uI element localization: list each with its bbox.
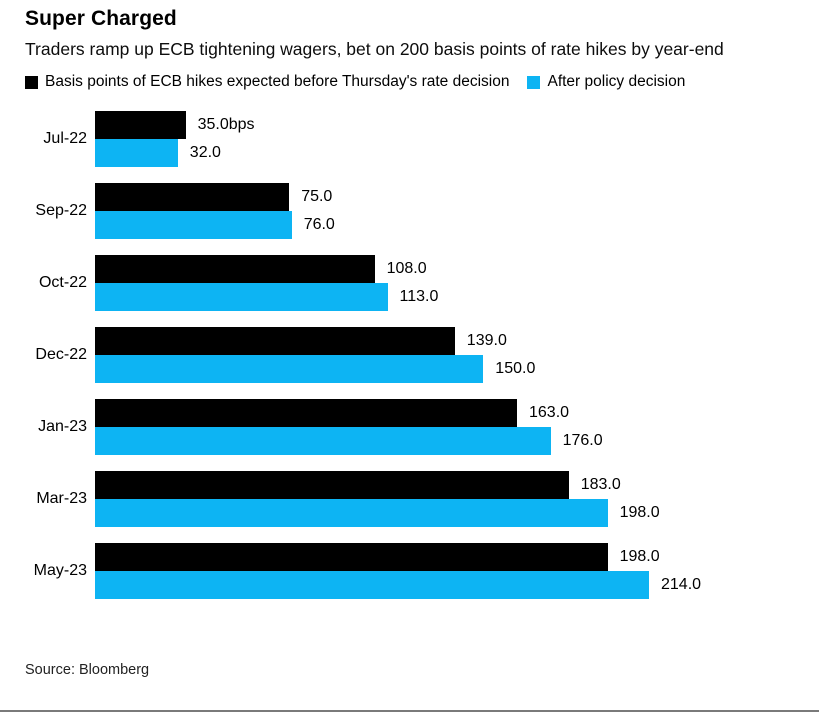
bar-after-decision <box>95 283 388 311</box>
legend-after-swatch-icon <box>527 75 541 89</box>
bar-line-before: 35.0bps <box>95 111 819 139</box>
bar-before-decision <box>95 471 569 499</box>
bar-value-label-before: 108.0 <box>386 260 427 277</box>
bar-line-after: 150.0 <box>95 355 819 383</box>
category-label: Sep-22 <box>35 202 87 219</box>
category-row: Jan-23 163.0 176.0 <box>0 399 819 455</box>
bar-value-label-after: 150.0 <box>495 360 536 377</box>
bar-line-after: 176.0 <box>95 427 819 455</box>
bar-line-after: 113.0 <box>95 283 819 311</box>
bar-group: 75.0 76.0 <box>95 183 819 239</box>
category-label: Oct-22 <box>38 274 87 291</box>
chart-subtitle: Traders ramp up ECB tightening wagers, b… <box>25 39 724 59</box>
category-label: Jul-22 <box>43 130 87 147</box>
page-title: Super Charged <box>25 7 177 30</box>
bar-after-decision <box>95 571 649 599</box>
bar-line-before: 163.0 <box>95 399 819 427</box>
category-row: Mar-23 183.0 198.0 <box>0 471 819 527</box>
bar-group: 35.0bps 32.0 <box>95 111 819 167</box>
bar-after-decision <box>95 355 484 383</box>
legend-after-label: After policy decision <box>547 73 686 90</box>
bar-group: 163.0 176.0 <box>95 399 819 455</box>
legend-item-after-decision: After policy decision <box>527 73 685 91</box>
bar-value-label-after: 176.0 <box>562 432 603 449</box>
bar-group: 198.0 214.0 <box>95 543 819 599</box>
bar-line-before: 183.0 <box>95 471 819 499</box>
bar-line-after: 214.0 <box>95 571 819 599</box>
bar-line-before: 139.0 <box>95 327 819 355</box>
bar-before-decision <box>95 399 517 427</box>
category-row: Oct-22 108.0 113.0 <box>0 255 819 311</box>
category-label: Mar-23 <box>36 490 87 507</box>
category-label: Jan-23 <box>38 418 87 435</box>
bar-line-before: 75.0 <box>95 183 819 211</box>
bar-value-label-before: 163.0 <box>529 404 570 421</box>
category-label: May-23 <box>33 562 87 579</box>
bar-line-after: 76.0 <box>95 211 819 239</box>
bar-line-before: 108.0 <box>95 255 819 283</box>
category-row: May-23 198.0 214.0 <box>0 543 819 599</box>
bar-group: 139.0 150.0 <box>95 327 819 383</box>
bar-value-label-before: 35.0bps <box>197 116 255 133</box>
category-label: Dec-22 <box>35 346 87 363</box>
bar-chart: Jul-22 35.0bps 32.0 Sep-22 75.0 76.0 <box>0 111 819 599</box>
source-label: Source: Bloomberg <box>25 662 150 678</box>
bar-before-decision <box>95 111 186 139</box>
bar-line-after: 198.0 <box>95 499 819 527</box>
chart-legend: Basis points of ECB hikes expected befor… <box>0 73 819 91</box>
bar-value-label-before: 198.0 <box>619 548 660 565</box>
bar-value-label-after: 32.0 <box>189 144 221 161</box>
bar-value-label-before: 139.0 <box>466 332 507 349</box>
legend-item-before-decision: Basis points of ECB hikes expected befor… <box>25 73 509 91</box>
bar-line-after: 32.0 <box>95 139 819 167</box>
chart-footer: Source: Bloomberg <box>0 662 819 678</box>
bar-value-label-after: 113.0 <box>399 288 439 305</box>
bar-value-label-before: 183.0 <box>580 476 621 493</box>
legend-before-label: Basis points of ECB hikes expected befor… <box>45 73 510 90</box>
legend-before-swatch-icon <box>25 75 38 89</box>
category-row: Dec-22 139.0 150.0 <box>0 327 819 383</box>
bar-after-decision <box>95 499 608 527</box>
bar-line-before: 198.0 <box>95 543 819 571</box>
bar-value-label-before: 75.0 <box>301 188 333 205</box>
bar-after-decision <box>95 139 178 167</box>
bar-before-decision <box>95 183 290 211</box>
bar-group: 108.0 113.0 <box>95 255 819 311</box>
bar-after-decision <box>95 427 551 455</box>
bar-before-decision <box>95 255 375 283</box>
bar-group: 183.0 198.0 <box>95 471 819 527</box>
category-row: Jul-22 35.0bps 32.0 <box>0 111 819 167</box>
bar-value-label-after: 214.0 <box>661 576 702 593</box>
chart-header: Super Charged Traders ramp up ECB tighte… <box>0 5 819 62</box>
bar-after-decision <box>95 211 292 239</box>
bar-before-decision <box>95 327 455 355</box>
bar-value-label-after: 198.0 <box>619 504 660 521</box>
bar-value-label-after: 76.0 <box>303 216 335 233</box>
bar-before-decision <box>95 543 608 571</box>
category-row: Sep-22 75.0 76.0 <box>0 183 819 239</box>
